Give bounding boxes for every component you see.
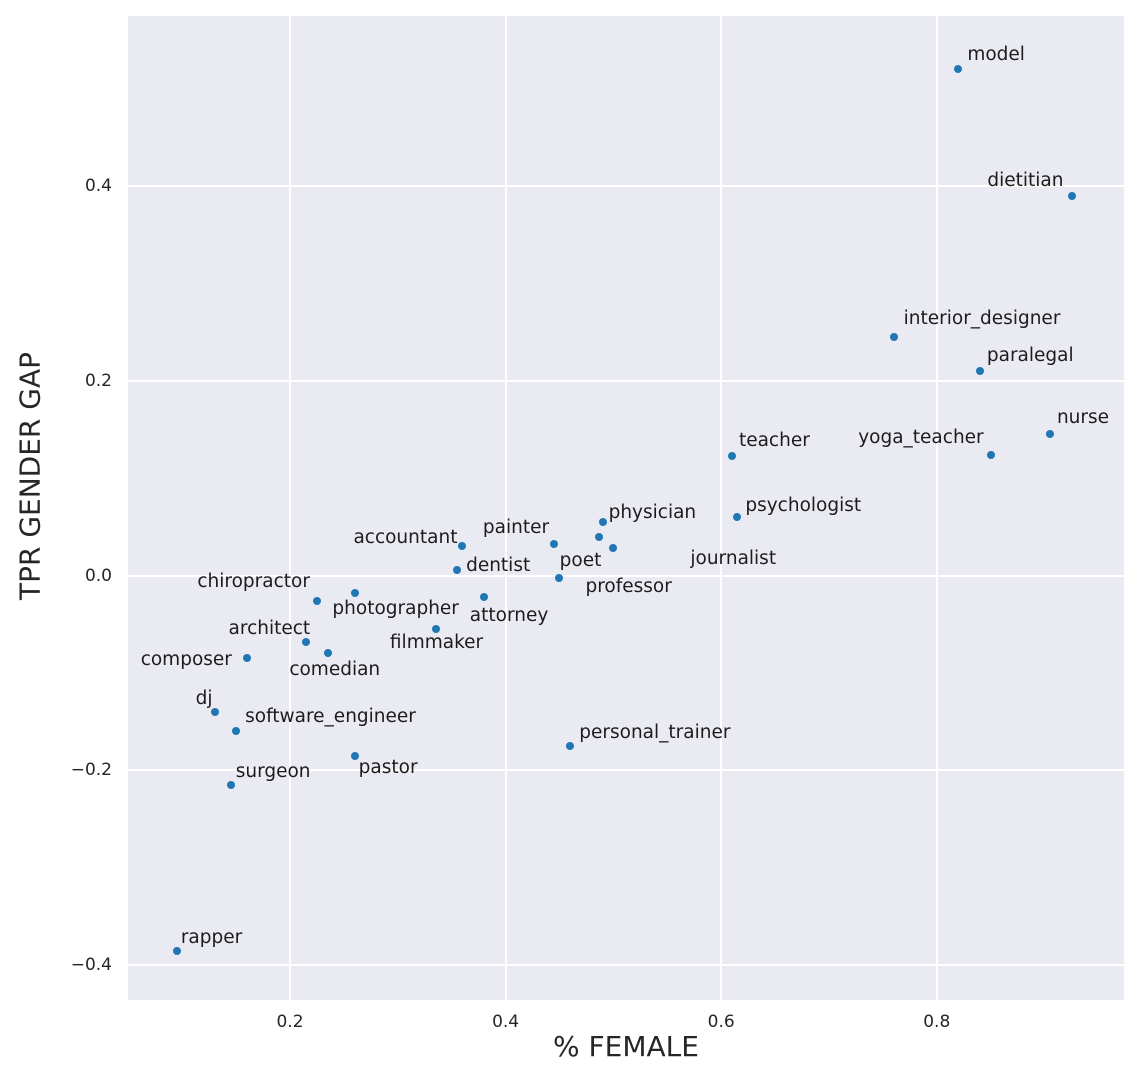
point-label-model: model (967, 44, 1025, 66)
scatter-point-model (954, 65, 963, 74)
y-gridline (128, 574, 1124, 577)
point-label-physician: physician (608, 501, 697, 523)
scatter-point-journalist (609, 544, 618, 553)
x-tick-label: 0.6 (707, 1012, 735, 1032)
point-label-surgeon: surgeon (235, 760, 311, 782)
x-tick-label: 0.2 (276, 1012, 304, 1032)
point-label-architect: architect (228, 617, 311, 639)
point-label-paralegal: paralegal (986, 345, 1074, 366)
y-gridline (128, 379, 1124, 382)
point-label-photographer: photographer (332, 598, 459, 620)
scatter-point-accountant (458, 542, 467, 551)
scatter-point-software_engineer (232, 727, 241, 736)
y-tick-label: −0.2 (70, 760, 112, 781)
scatter-point-surgeon (226, 780, 235, 789)
scatter-point-architect (302, 637, 311, 646)
point-label-personal_trainer: personal_trainer (579, 721, 731, 743)
x-tick-label: 0.4 (492, 1012, 520, 1032)
x-tick-label: 0.8 (923, 1012, 951, 1032)
point-label-professor: professor (585, 576, 672, 598)
x-gridline (289, 16, 291, 1000)
scatter-point-composer (242, 654, 251, 663)
point-label-interior_designer: interior_designer (903, 307, 1061, 329)
point-label-composer: composer (140, 649, 232, 671)
plot-area: rapper dj surgeon software_engineer composer… (128, 16, 1124, 1000)
point-label-rapper: rapper (180, 926, 243, 948)
x-axis-title: % FEMALE (553, 1030, 699, 1063)
scatter-point-comedian (323, 649, 332, 658)
scatter-point-teacher (727, 451, 736, 460)
scatter-point-paralegal (975, 367, 984, 375)
point-label-filmmaker: filmmaker (389, 632, 484, 654)
point-label-dentist: dentist (466, 554, 531, 576)
y-tick-label: −0.4 (70, 955, 112, 976)
point-label-software_engineer: software_engineer (245, 706, 416, 728)
y-gridline (128, 184, 1124, 187)
y-tick-label: 0.2 (84, 370, 112, 391)
scatter-point-personal_trainer (566, 741, 575, 750)
point-label-comedian: comedian (289, 659, 381, 681)
scatter-point-attorney (480, 592, 489, 601)
scatter-point-chiropractor (312, 596, 321, 605)
point-label-dietitian: dietitian (987, 169, 1064, 191)
point-label-teacher: teacher (738, 429, 810, 451)
y-tick-label: 0.0 (84, 565, 112, 586)
point-label-attorney: attorney (469, 604, 549, 626)
scatter-point-painter (550, 540, 559, 549)
scatter-point-dj (210, 707, 219, 716)
y-axis-title: TPR GENDER GAP (13, 351, 47, 601)
scatter-point-yoga_teacher (986, 450, 995, 459)
x-gridline (720, 16, 723, 1000)
scatter-point-filmmaker (431, 625, 440, 634)
point-label-accountant: accountant (353, 527, 458, 549)
scatter-point-photographer (350, 589, 359, 598)
scatter-point-nurse (1045, 430, 1054, 439)
y-gridline (128, 964, 1124, 967)
scatter-point-dietitian (1067, 191, 1076, 200)
point-label-journalist: journalist (690, 548, 777, 570)
scatter-point-psychologist (733, 513, 742, 522)
scatter-point-poet (595, 532, 604, 541)
y-gridline (128, 769, 1124, 772)
scatter-point-rapper (172, 946, 181, 955)
scatter-point-physician (598, 517, 607, 526)
y-tick-label: 0.4 (84, 175, 112, 196)
x-gridline (504, 16, 507, 1000)
point-label-poet: poet (559, 549, 602, 571)
scatter-point-dentist (453, 565, 462, 574)
x-gridline (935, 16, 938, 1000)
scatter-point-professor (555, 574, 564, 583)
point-label-chiropractor: chiropractor (197, 570, 310, 592)
point-label-painter: painter (482, 517, 550, 539)
scatter-point-interior_designer (889, 332, 898, 341)
point-label-yoga_teacher: yoga_teacher (858, 426, 984, 448)
point-label-pastor: pastor (358, 756, 418, 778)
point-label-dj: dj (195, 687, 213, 709)
point-label-psychologist: psychologist (745, 495, 862, 517)
scatter-point-pastor (350, 751, 359, 760)
point-label-nurse: nurse (1056, 407, 1110, 429)
